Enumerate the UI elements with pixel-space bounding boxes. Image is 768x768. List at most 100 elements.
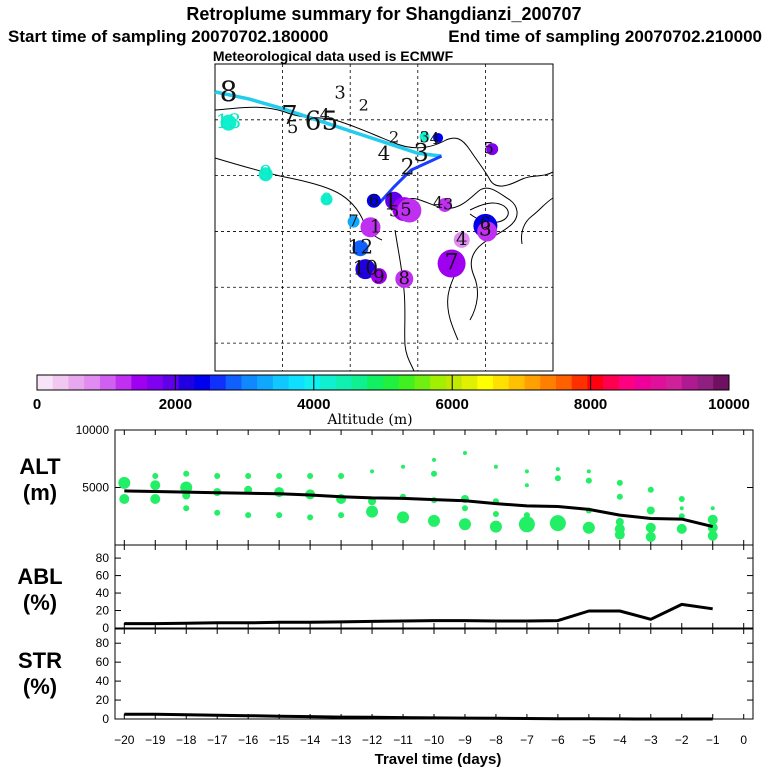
map-number-label: 1 xyxy=(370,216,381,237)
series-line xyxy=(124,712,713,721)
colorbar-swatch xyxy=(587,375,604,390)
start-time-label: Start time of sampling 20070702.180000 xyxy=(8,27,328,46)
x-tick-label: −8 xyxy=(489,733,503,747)
colorbar-swatch xyxy=(225,375,242,390)
alt-scatter-point xyxy=(431,470,437,477)
map-number-label: 3 xyxy=(334,82,345,103)
alt-scatter-point xyxy=(524,469,529,474)
map-number-label: 3 xyxy=(414,139,429,167)
colorbar-swatch xyxy=(210,375,227,390)
colorbar-swatch xyxy=(162,375,179,390)
alt-scatter-point xyxy=(615,518,624,526)
y-tick-label: 0 xyxy=(102,712,109,726)
str-panel-frame xyxy=(114,628,754,720)
x-tick-label: −9 xyxy=(458,733,472,747)
x-tick-label: −10 xyxy=(424,733,445,747)
alt-scatter-point xyxy=(647,486,654,493)
colorbar-swatch xyxy=(367,375,384,390)
alt-scatter-point xyxy=(150,494,161,504)
colorbar-swatch xyxy=(556,375,573,390)
y-tick-label: 80 xyxy=(96,551,110,565)
x-tick-label: −5 xyxy=(582,733,596,747)
colorbar-swatch xyxy=(540,375,557,390)
alt-scatter-point xyxy=(152,473,159,479)
map-number-label: 7 xyxy=(445,251,459,276)
colorbar-swatch xyxy=(194,375,211,390)
map-number-label: 4 xyxy=(430,129,440,148)
alt-scatter-point xyxy=(489,520,502,533)
alt-scatter-point xyxy=(245,473,252,479)
alt-scatter-point xyxy=(370,469,375,474)
met-data-label: Meteorological data used is ECMWF xyxy=(213,48,454,64)
plume-point xyxy=(320,193,333,206)
colorbar-swatch xyxy=(68,375,85,390)
map-number-label: 7 xyxy=(281,101,298,131)
colorbar-swatch xyxy=(272,375,290,390)
colorbar-swatch xyxy=(383,375,400,390)
alt-scatter-point xyxy=(432,457,436,462)
y-tick-label: 60 xyxy=(96,569,110,583)
trajectory-path xyxy=(214,90,443,205)
travel-time-axis: −20 −19 −18 −17 −16 −15 −14 −13 −12 −11 −10 −9 −8 −7−… xyxy=(114,733,747,747)
colorbar-swatch xyxy=(477,375,494,390)
colorbar-swatch xyxy=(178,375,195,390)
alt-scatter-point xyxy=(614,529,625,540)
map-number-label: 7 xyxy=(348,211,358,230)
plume-point xyxy=(437,197,452,212)
x-tick-label: −19 xyxy=(145,733,166,747)
plume-point xyxy=(437,249,466,278)
map-number-label: 5 xyxy=(287,117,298,138)
colorbar-swatch xyxy=(257,375,274,390)
map-number-label: 12 xyxy=(348,235,373,259)
map-number-label: 6 xyxy=(369,190,379,209)
plume-point xyxy=(397,198,422,223)
alt-scatter-point xyxy=(549,515,566,532)
y-tick-label: 40 xyxy=(96,586,110,600)
alt-scatter-point xyxy=(307,514,314,521)
y-tick-label: 20 xyxy=(96,693,110,707)
y-tick-label: 10000 xyxy=(76,423,110,437)
plume-point xyxy=(395,269,414,288)
plume-point xyxy=(258,167,273,182)
alt-scatter-point xyxy=(307,473,314,479)
alt-scatter-point xyxy=(616,493,623,500)
plume-point xyxy=(477,221,498,242)
coastline-bay xyxy=(394,187,518,321)
colorbar-tick-label: 2000 xyxy=(159,396,192,413)
x-tick-label: −16 xyxy=(238,733,259,747)
x-tick-label: −2 xyxy=(675,733,689,747)
alt-panel-label: ALT xyxy=(19,454,61,479)
colorbar-swatch xyxy=(493,375,510,390)
plume-point xyxy=(453,231,470,248)
alt-scatter-point xyxy=(679,506,684,511)
colorbar-swatch xyxy=(618,375,636,390)
map-number-label: 9 xyxy=(259,161,272,185)
x-tick-label: −12 xyxy=(362,733,383,747)
y-tick-label: 80 xyxy=(96,636,110,650)
map-number-label: 13 xyxy=(216,109,241,133)
y-tick-label: 20 xyxy=(96,604,110,618)
alt-scatter-point xyxy=(492,510,499,517)
map-number-label: 3 xyxy=(419,127,429,146)
alt-scatter-point xyxy=(338,473,345,479)
map-number-label: 4 xyxy=(433,193,443,212)
x-tick-label: −11 xyxy=(393,733,413,747)
alt-scatter-point xyxy=(462,451,467,455)
abl-panel-frame xyxy=(114,544,754,629)
map-number-label: 9 xyxy=(373,267,384,288)
colorbar-tick-label: 4000 xyxy=(297,396,330,413)
colorbar-tick-label: 10000 xyxy=(708,396,750,413)
colorbar-swatch xyxy=(650,375,667,390)
map-number-label: 2 xyxy=(401,156,415,181)
plume-point xyxy=(370,268,387,285)
colorbar-swatch xyxy=(320,375,337,390)
abl-panel-label: ABL xyxy=(17,564,62,589)
colorbar-label: Altitude (m) xyxy=(326,412,412,428)
x-tick-label: −15 xyxy=(269,733,290,747)
alt-scatter-point xyxy=(646,506,655,515)
alt-scatter-point xyxy=(524,483,529,488)
plume-point xyxy=(486,143,499,156)
alt-scatter-point xyxy=(183,470,190,477)
alt-scatter-point xyxy=(401,464,406,469)
